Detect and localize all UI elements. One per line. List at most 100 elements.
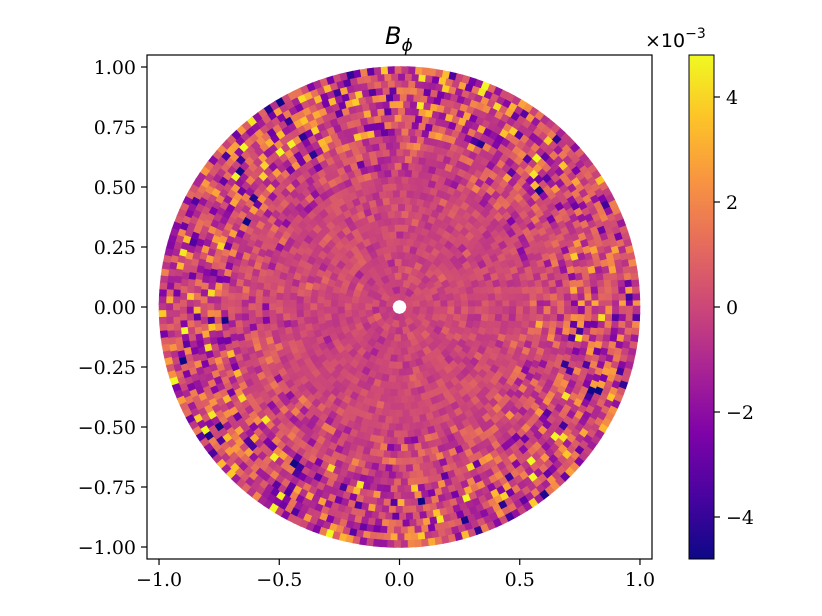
heatmap-cell: [393, 396, 403, 404]
heatmap-cell: [275, 306, 284, 315]
heatmap-cell: [275, 299, 284, 308]
heatmap-cell: [389, 354, 399, 363]
heatmap-cell: [234, 292, 243, 302]
heatmap-cell: [393, 430, 403, 439]
heatmap-cell: [393, 382, 402, 391]
heatmap-cell: [302, 295, 311, 305]
heatmap-cell: [401, 148, 411, 157]
x-tick-label: 0.5: [505, 569, 535, 591]
y-tick-label: 0.75: [94, 117, 136, 139]
heatmap-cell: [227, 292, 236, 302]
heatmap-cell: [337, 299, 345, 308]
heatmap-cell: [508, 312, 517, 322]
heatmap-cell: [426, 306, 435, 315]
heatmap-cell: [395, 471, 405, 480]
heatmap-cell: [564, 305, 572, 315]
heatmap-cell: [388, 423, 397, 432]
heatmap-cell: [403, 169, 413, 178]
heatmap-cell: [241, 292, 250, 302]
heatmap-cell: [282, 299, 290, 308]
heatmap-cell: [400, 114, 409, 122]
heatmap-cell: [206, 296, 215, 305]
heatmap-cell: [402, 230, 411, 240]
heatmap-cell: [388, 471, 398, 480]
heatmap-cell: [393, 175, 402, 184]
heatmap-cell: [289, 292, 298, 302]
heatmap-cell: [397, 437, 406, 445]
heatmap-cell: [467, 299, 476, 308]
heatmap-cell: [397, 217, 406, 225]
heatmap-cell: [330, 299, 339, 308]
heatmap-cell: [618, 305, 627, 315]
heatmap-cell: [399, 416, 408, 425]
heatmap-cell: [605, 305, 613, 315]
heatmap-cell: [268, 296, 277, 305]
heatmap-cell: [199, 296, 208, 305]
heatmap-cell: [383, 401, 392, 411]
heatmap-cell: [460, 306, 469, 315]
heatmap-cell: [316, 296, 325, 305]
heatmap-cell: [515, 306, 524, 315]
heatmap-cell: [393, 444, 403, 452]
colorbar-tick-label: −4: [726, 507, 754, 529]
heatmap-cell: [393, 223, 402, 232]
heatmap-cell: [395, 457, 404, 466]
heatmap-cell: [407, 210, 416, 220]
heatmap-cell: [192, 299, 201, 309]
heatmap-cell: [261, 296, 270, 305]
colorbar-tick-label: 2: [726, 192, 738, 214]
heatmap-cell: [515, 299, 524, 308]
heatmap-cell: [393, 334, 402, 342]
heatmap-cell: [557, 305, 565, 315]
heatmap-cell: [295, 303, 304, 312]
y-tick-label: −0.25: [78, 357, 136, 379]
colorbar-multiplier: ×10−3: [645, 26, 706, 52]
y-tick-label: 0.50: [94, 177, 136, 199]
heatmap-cell: [403, 217, 413, 226]
heatmap-cell: [536, 312, 545, 322]
colorbar-tick-label: 0: [726, 297, 738, 319]
heatmap-cell: [323, 299, 332, 308]
heatmap-cell: [474, 299, 483, 308]
heatmap-cell: [390, 437, 399, 445]
heatmap-cell: [481, 306, 490, 315]
heatmap-cell: [344, 302, 352, 312]
heatmap-cell: [261, 303, 270, 312]
heatmap-cell: [390, 388, 399, 397]
heatmap-cell: [386, 429, 396, 438]
heatmap-cell: [386, 491, 396, 500]
heatmap-cell: [466, 312, 476, 322]
heatmap-cell: [529, 312, 538, 322]
heatmap-cell: [509, 306, 517, 315]
x-axis: −1.0 −0.5 0.0 0.5 1.0: [136, 559, 655, 591]
colorbar-axis: 4 2 0 −2 −4: [714, 87, 754, 529]
colorbar-tick-label: 4: [726, 87, 738, 109]
heatmap-cell: [390, 485, 399, 493]
heatmap-cell: [584, 305, 593, 315]
heatmap-cell: [309, 295, 318, 305]
heatmap-cell: [316, 303, 325, 312]
heatmap-cell: [550, 306, 558, 315]
heatmap-cell: [350, 302, 359, 312]
colorbar-tick-label: −2: [726, 402, 754, 424]
heatmap-cell: [397, 450, 406, 459]
heatmap-cell: [397, 402, 406, 411]
heatmap-cell: [220, 303, 228, 312]
chart-title: Bϕ: [385, 22, 413, 56]
heatmap-cell: [289, 299, 297, 308]
heatmap-cell: [515, 312, 524, 322]
heatmap-cell: [247, 296, 256, 305]
heatmap-cell: [248, 303, 256, 312]
heatmap-disk: [158, 66, 641, 548]
heatmap-cell: [388, 409, 397, 418]
heatmap-cell: [254, 296, 263, 305]
heatmap-cell: [433, 306, 442, 315]
colorbar: [688, 54, 715, 560]
heatmap-cell: [395, 148, 404, 157]
heatmap-cell: [402, 196, 411, 205]
heatmap-cell: [394, 134, 404, 143]
heatmap-cell: [395, 409, 404, 418]
heatmap-cell: [598, 305, 607, 315]
heatmap-cell: [625, 305, 634, 315]
